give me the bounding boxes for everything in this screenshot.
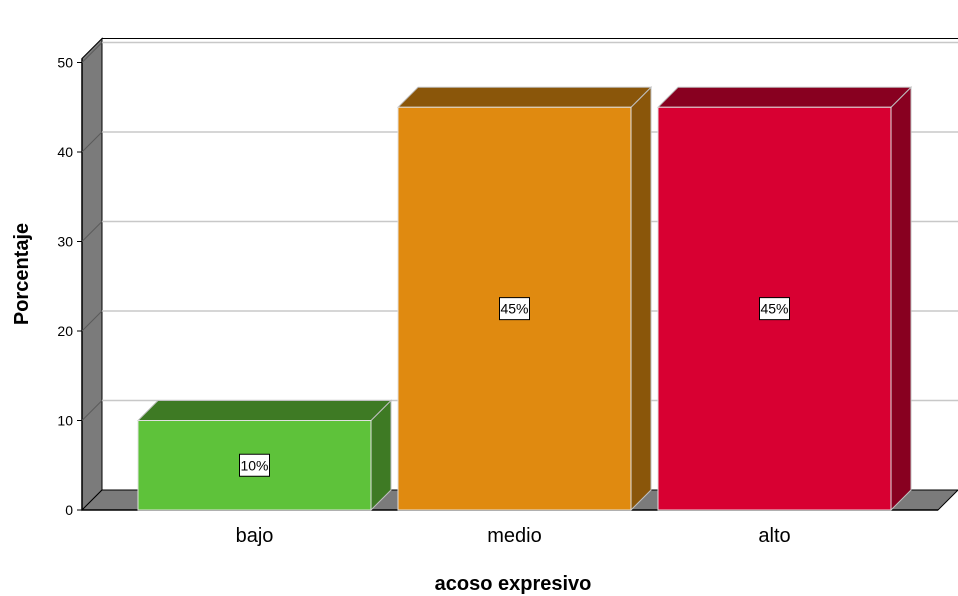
bar-side-medio — [630, 86, 652, 512]
bar-top-bajo — [136, 400, 393, 421]
left-wall — [81, 37, 103, 512]
bars: 10% 45% 45% — [136, 86, 913, 512]
bar-medio: 45% — [396, 86, 653, 512]
data-label-bajo: 10% — [239, 453, 270, 477]
y-tick-label: 50 — [57, 55, 73, 71]
x-tick-label: medio — [487, 525, 541, 547]
y-axis-title: Porcentaje — [11, 223, 33, 325]
data-label-text: 45% — [500, 301, 528, 317]
y-tick-label: 0 — [65, 502, 73, 518]
data-label-alto: 45% — [759, 297, 790, 321]
x-axis-title: acoso expresivo — [435, 573, 592, 595]
y-tick-label: 40 — [57, 144, 73, 160]
x-tick-label: alto — [758, 525, 790, 547]
data-label-box — [499, 297, 530, 321]
x-axis-ticks: bajo medio alto — [236, 525, 791, 547]
y-tick-label: 30 — [57, 234, 73, 250]
data-label-text: 45% — [760, 301, 788, 317]
wall-gridline — [81, 221, 103, 242]
data-label-medio: 45% — [499, 297, 530, 321]
wall-gridline — [81, 131, 103, 153]
x-tick-label: bajo — [236, 525, 274, 547]
y-tick-label: 20 — [57, 323, 73, 339]
bar-top-medio — [396, 86, 653, 108]
y-axis-ticks: 0 10 20 30 40 50 — [57, 55, 82, 518]
wall-gridline — [81, 400, 103, 421]
bar-side-alto — [890, 86, 912, 512]
data-label-box — [239, 453, 270, 477]
bar-top-alto — [656, 86, 913, 108]
bar-front-bajo — [137, 420, 372, 511]
wall-gridline — [81, 42, 103, 63]
bar-bajo: 10% — [136, 399, 393, 512]
data-label-box — [759, 297, 790, 321]
data-label-text: 10% — [240, 457, 268, 473]
wall-gridline — [81, 310, 103, 332]
bar-alto: 45% — [656, 86, 913, 512]
y-tick-label: 10 — [57, 413, 73, 429]
